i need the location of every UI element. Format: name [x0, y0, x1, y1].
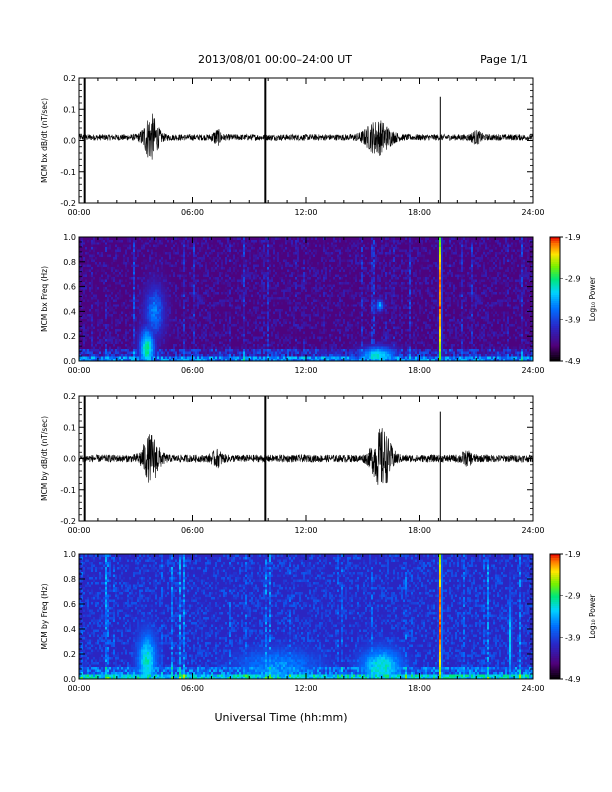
x-tick-label: 24:00 — [521, 684, 544, 693]
x-tick-label: 00:00 — [67, 366, 90, 375]
y-tick-label: 0.2 — [63, 332, 76, 341]
x-tick-label: 06:00 — [181, 526, 204, 535]
y-tick-label: -0.1 — [60, 486, 76, 495]
y-tick-label: 0.1 — [63, 105, 76, 114]
x-tick-label: 12:00 — [294, 366, 317, 375]
x-tick-label: 12:00 — [294, 526, 317, 535]
y-tick-label: -0.2 — [60, 199, 76, 208]
y-tick-label: -0.2 — [60, 517, 76, 526]
colorbar-title: Log₁₀ Power — [588, 593, 597, 638]
y-tick-label: 0.0 — [63, 455, 76, 464]
x-tick-label: 06:00 — [181, 208, 204, 217]
panel-3: 00:00 06:00 12:00 18:00 24:00 0.2 0.1 0.0 -0.1 -0… — [40, 392, 545, 535]
y-axis-title: MCM by Freq (Hz) — [40, 583, 49, 649]
spectrogram-cells — [79, 554, 534, 680]
colorbar: -1.9 -2.9 -3.9 -4.9 Log₁₀ Power — [549, 233, 597, 366]
header-date-range: 2013/08/01 00:00–24:00 UT — [198, 53, 352, 66]
spectrogram-cells — [79, 237, 534, 362]
dbdt-trace — [79, 113, 533, 160]
colorbar-tick-label: -3.9 — [565, 633, 581, 642]
panel-2: 00:00 06:00 12:00 18:00 24:00 1.0 0.8 0.6 0.4 0.2… — [40, 233, 597, 375]
y-tick-label: 0.6 — [63, 283, 76, 292]
y-tick-label: 0.4 — [63, 625, 76, 634]
x-tick-label: 18:00 — [408, 684, 431, 693]
panel-4: 00:00 06:00 12:00 18:00 24:00 1.0 0.8 0.6 0.4 0.2… — [40, 550, 597, 693]
y-axis-title: MCM bx dB/dt (nT/sec) — [40, 98, 49, 183]
y-tick-label: -0.1 — [60, 168, 76, 177]
y-axis-title: MCM by dB/dt (nT/sec) — [40, 416, 49, 501]
x-tick-label: 00:00 — [67, 684, 90, 693]
y-tick-label: 1.0 — [63, 550, 76, 559]
y-axis-title: MCM bx Freq (Hz) — [40, 266, 49, 332]
x-tick-label: 24:00 — [521, 366, 544, 375]
colorbar-tick-label: -4.9 — [565, 675, 581, 684]
y-tick-label: 0.2 — [63, 650, 76, 659]
y-tick-label: 0.1 — [63, 423, 76, 432]
y-tick-label: 0.0 — [63, 675, 76, 684]
x-tick-label: 06:00 — [181, 366, 204, 375]
x-tick-label: 12:00 — [294, 684, 317, 693]
y-tick-label: 0.8 — [63, 575, 76, 584]
y-tick-label: 0.2 — [63, 74, 76, 83]
colorbar-tick-label: -3.9 — [565, 316, 581, 325]
colorbar-tick-label: -2.9 — [565, 274, 581, 283]
x-tick-label: 00:00 — [67, 208, 90, 217]
colorbar-tick-label: -2.9 — [565, 592, 581, 601]
y-tick-label: 0.4 — [63, 307, 76, 316]
x-tick-label: 24:00 — [521, 208, 544, 217]
y-tick-label: 0.0 — [63, 357, 76, 366]
x-tick-label: 06:00 — [181, 684, 204, 693]
x-axis-title: Universal Time (hh:mm) — [215, 711, 348, 724]
y-tick-label: 1.0 — [63, 233, 76, 242]
y-tick-label: 0.2 — [63, 392, 76, 401]
y-tick-label: 0.6 — [63, 600, 76, 609]
x-tick-label: 12:00 — [294, 208, 317, 217]
y-tick-label: 0.0 — [63, 137, 76, 146]
x-tick-label: 18:00 — [408, 208, 431, 217]
x-tick-label: 18:00 — [408, 366, 431, 375]
dbdt-trace — [79, 428, 533, 485]
x-tick-label: 00:00 — [67, 526, 90, 535]
x-tick-label: 18:00 — [408, 526, 431, 535]
colorbar: -1.9 -2.9 -3.9 -4.9 Log₁₀ Power — [549, 550, 597, 684]
colorbar-tick-label: -1.9 — [565, 550, 581, 559]
header-page-number: Page 1/1 — [480, 53, 528, 66]
colorbar-tick-label: -1.9 — [565, 233, 581, 242]
panel-1: 00:00 06:00 12:00 18:00 24:00 0.2 0.1 0.0 -0.1 -0… — [40, 74, 545, 217]
y-tick-label: 0.8 — [63, 258, 76, 267]
plot-panels: 00:00 06:00 12:00 18:00 24:00 0.2 0.1 0.0 -0.1 -0… — [40, 74, 597, 693]
x-tick-label: 24:00 — [521, 526, 544, 535]
colorbar-title: Log₁₀ Power — [588, 276, 597, 321]
colorbar-tick-label: -4.9 — [565, 357, 581, 366]
